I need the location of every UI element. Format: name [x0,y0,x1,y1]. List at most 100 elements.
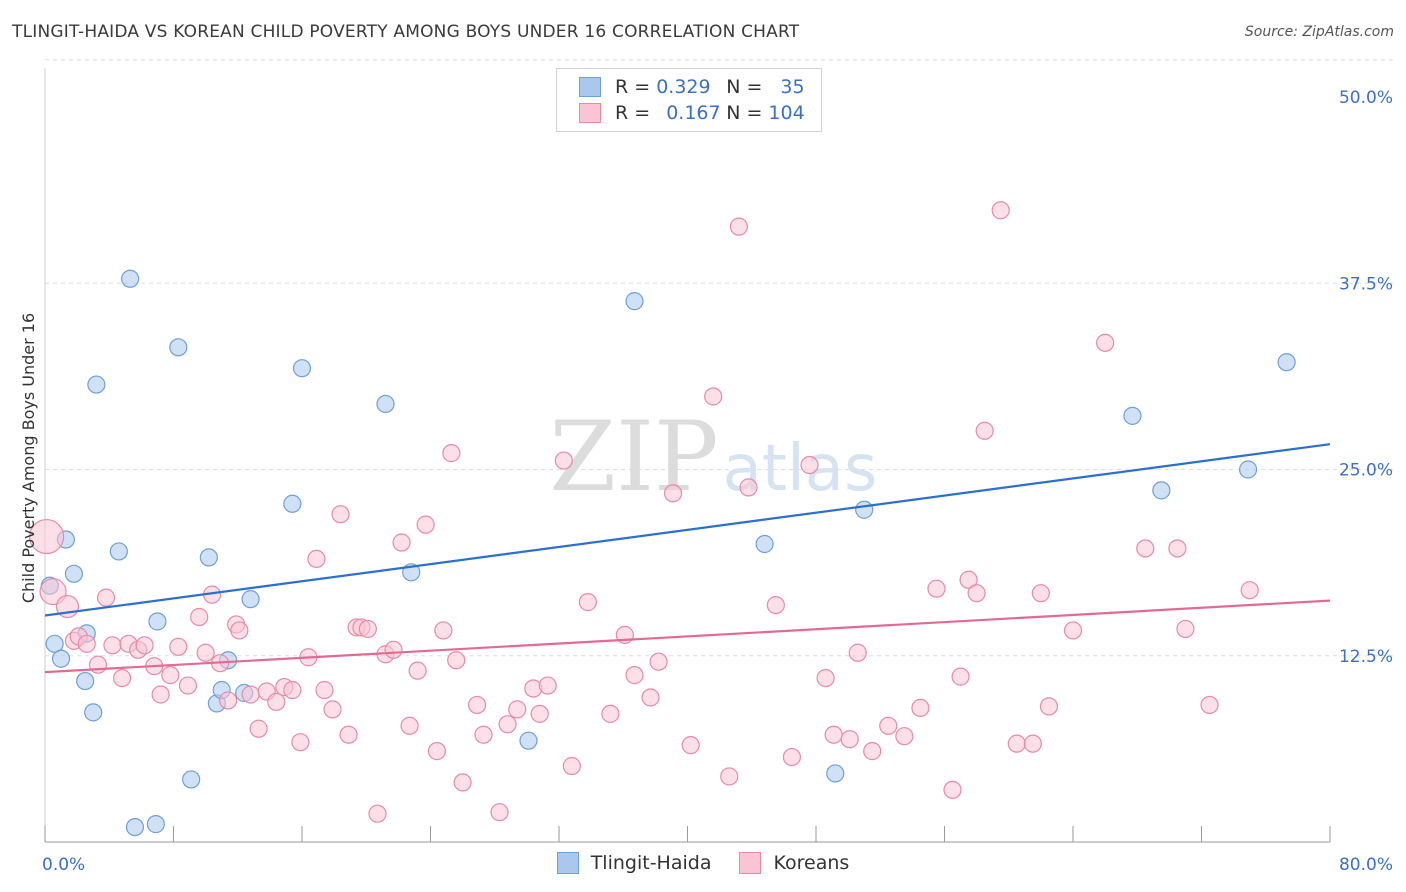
data-point-koreans [29,518,65,555]
data-point-koreans [1031,584,1050,603]
correlation-legend: R = 0.329 N = 35 R = 0.167 N = 104 [556,68,822,132]
data-point-koreans [739,478,758,497]
legend-n-value: 104 [768,102,805,124]
data-point-koreans [467,695,487,715]
data-point-koreans [1136,539,1155,558]
data-point-koreans [416,515,435,534]
data-point-koreans [927,579,946,598]
data-point-koreans [442,444,461,463]
data-point-koreans [863,742,882,761]
data-point-koreans [96,588,116,607]
legend-n-value: 35 [780,76,805,98]
source-label: Source: ZipAtlas.com [1244,24,1394,40]
data-point-koreans [151,685,170,704]
data-point-koreans [230,621,249,640]
series-legend-swatch-tlingit-haida [556,852,579,874]
series-legend-label: Tlingit-Haida [590,852,712,874]
legend-row-tlingit-haida: R = 0.329 N = 35 [579,75,805,99]
data-point-tlingit-haida [519,731,538,750]
legend-r-label: R = [615,76,657,98]
data-point-tlingit-haida [1123,406,1142,425]
data-point-koreans [196,643,215,662]
data-point-koreans [283,680,302,700]
data-point-tlingit-haida [109,542,128,561]
trend-lines [44,443,1331,674]
y-tick-label: 12.5% [1339,647,1393,667]
x-tick-label: 0.0% [42,855,85,875]
data-point-koreans [88,655,108,674]
y-axis-label: Child Poverty Among Boys Under 16 [19,313,38,603]
data-point-koreans [331,505,350,524]
series-legend-label: Koreans [773,852,850,874]
data-point-koreans [474,725,493,744]
data-point-koreans [1007,734,1026,753]
data-point-koreans [1039,697,1059,716]
data-point-koreans [538,676,557,695]
data-point-tlingit-haida [755,534,774,554]
data-point-tlingit-haida [241,590,260,609]
grid-lines [45,59,1394,657]
data-point-tlingit-haida [292,359,312,378]
data-point-koreans [169,637,188,656]
legend-row-koreans: R = 0.167 N = 104 [579,101,805,125]
data-point-koreans [434,621,453,640]
data-point-koreans [840,730,859,749]
data-point-koreans [1200,695,1219,715]
data-point-koreans [161,666,180,685]
series-legend-item-koreans: Koreans [739,852,849,874]
axes [44,68,1331,843]
data-point-tlingit-haida [182,770,201,789]
data-point-koreans [323,700,342,719]
data-point-koreans [1096,333,1115,352]
x-tick-label: 80.0% [1339,855,1393,875]
data-point-koreans [704,387,723,406]
data-point-koreans [392,533,411,552]
y-tick-label: 25.0% [1339,461,1393,481]
y-tick-label: 50.0% [1339,88,1393,108]
data-point-tlingit-haida [826,764,845,783]
legend-swatch-tlingit-haida [579,77,601,97]
data-point-koreans [103,636,122,655]
data-point-koreans [975,421,994,440]
watermark: ZIP atlas [549,401,877,513]
data-point-tlingit-haida [87,375,106,394]
data-point-koreans [291,733,310,752]
data-point-koreans [530,704,549,723]
data-point-koreans [400,716,419,735]
data-point-koreans [578,593,598,612]
y-tick-label: 37.5% [1339,274,1393,294]
data-point-koreans [77,634,96,653]
chart-title: TLINGIT-HAIDA VS KOREAN CHILD POVERTY AM… [12,22,800,42]
data-point-tlingit-haida [51,649,71,668]
data-point-tlingit-haida [169,338,188,357]
data-point-tlingit-haida [1152,481,1171,500]
data-point-koreans [219,691,238,710]
series-legend-item-tlingit-haida: Tlingit-Haida [556,852,712,874]
data-point-tlingit-haida [84,703,103,722]
data-point-tlingit-haida [76,671,95,691]
data-point-koreans [879,716,898,735]
data-point-koreans [782,747,802,767]
data-point-koreans [498,715,517,734]
data-point-koreans [447,651,466,670]
data-point-koreans [307,549,326,569]
data-point-koreans [641,688,660,707]
data-point-koreans [1176,619,1195,639]
trend-line-tlingit-haida [44,443,1331,617]
data-point-koreans [649,652,668,671]
data-point-tlingit-haida [625,292,644,311]
legend-n-label: N = [726,76,769,98]
data-point-koreans [112,668,132,688]
legend-r-label: R = [615,102,657,124]
data-point-koreans [601,704,620,723]
data-point-tlingit-haida [146,815,165,834]
data-point-tlingit-haida [148,612,167,631]
series-legend: Tlingit-Haida Koreans [0,852,1406,874]
data-point-koreans [951,667,970,686]
data-point-koreans [508,700,527,719]
data-point-tlingit-haida [1277,353,1296,372]
data-point-tlingit-haida [64,564,84,583]
tick-labels: 12.5% 25.0% 37.5% 50.0% 0.0% 80.0% [42,88,1393,875]
data-point-tlingit-haida [125,817,145,837]
